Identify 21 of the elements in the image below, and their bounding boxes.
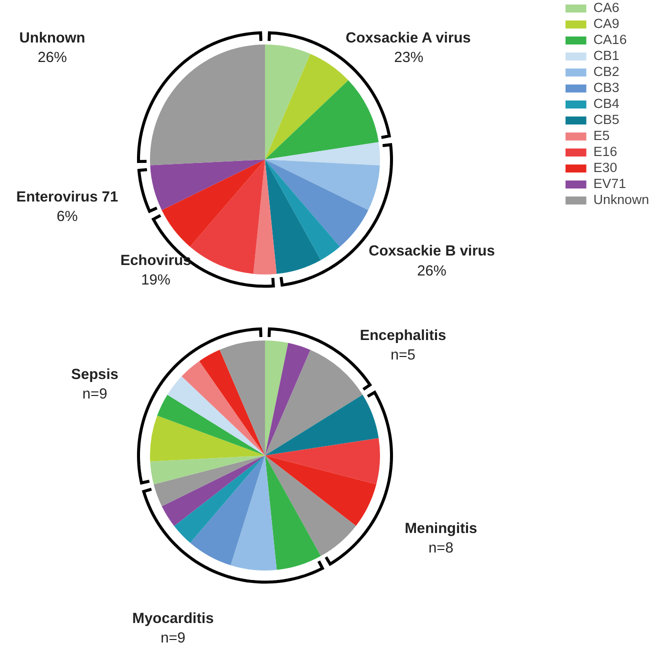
text: Coxsackie A virus 23% [346,30,471,66]
text: Unknown 26% [19,30,86,66]
legend-label: CB3 [593,80,620,95]
text: Meningitis n=8 [404,521,478,557]
legend-label: EV71 [593,176,626,191]
legend-label: E30 [593,160,618,175]
text: Coxsackie B virus 26% [368,244,495,280]
text: Enterovirus 71 6% [16,190,118,226]
text: Encephalitis n=5 [360,328,446,364]
legend-label: E16 [593,144,618,159]
text: Myocarditis n=9 [132,610,214,647]
legend-label: E5 [593,128,611,143]
legend-label: Unknown [593,192,649,207]
legend-label: CB4 [593,96,620,111]
legend-label: CB1 [593,48,620,63]
legend-label: CA9 [593,16,620,31]
text: Sepsis n=9 [71,366,118,402]
legend-label: CB5 [593,112,620,127]
legend-label: CA16 [593,32,627,47]
legend-label: CB2 [593,64,620,79]
legend-label: CA6 [593,0,620,15]
